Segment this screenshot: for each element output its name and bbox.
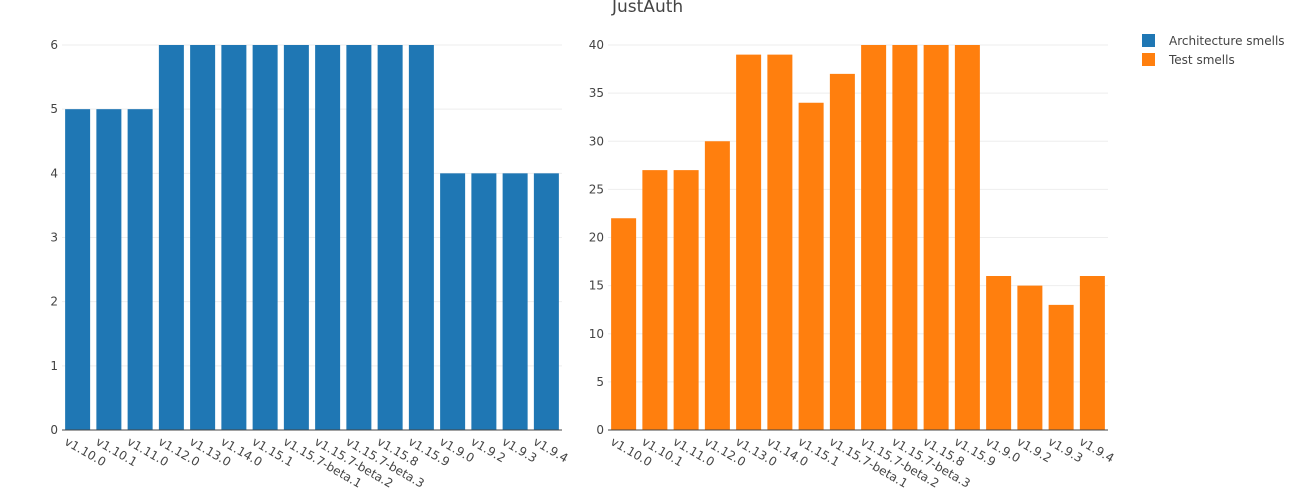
bar-v1.15.7-beta.3: [892, 45, 918, 430]
y-tick-label: 40: [589, 38, 604, 52]
subplot-2: 0510152025303540v1.10.0v1.10.1v1.11.0v1.…: [589, 38, 1117, 491]
bar-v1.15.9: [408, 45, 434, 430]
bar-v1.9.2: [1017, 285, 1043, 430]
bar-v1.13.0: [190, 45, 216, 430]
bar-v1.13.0: [736, 54, 762, 430]
subplot-1: 0123456v1.10.0v1.10.1v1.11.0v1.12.0v1.13…: [50, 38, 570, 491]
bar-v1.15.1: [252, 45, 278, 430]
bar-v1.11.0: [127, 109, 153, 431]
y-tick-label: 20: [589, 231, 604, 245]
bar-v1.9.0: [986, 276, 1012, 430]
y-tick-label: 15: [589, 279, 604, 293]
y-tick-label: 3: [50, 231, 58, 245]
legend-swatch: [1142, 34, 1155, 47]
y-tick-label: 35: [589, 86, 604, 100]
bar-v1.15.8: [923, 45, 949, 430]
bar-v1.15.1: [798, 102, 824, 430]
bar-v1.9.0: [440, 173, 466, 431]
bar-v1.10.0: [611, 218, 637, 430]
legend-item[interactable]: Architecture smells: [1142, 31, 1285, 50]
y-tick-label: 2: [50, 295, 58, 309]
legend[interactable]: Architecture smells Test smells: [1142, 31, 1285, 69]
bar-v1.15.7-beta.1: [829, 73, 855, 430]
bar-v1.15.9: [954, 45, 980, 430]
bar-v1.14.0: [221, 45, 247, 430]
bar-v1.9.4: [1079, 276, 1105, 430]
bar-v1.12.0: [158, 45, 184, 430]
y-tick-label: 1: [50, 359, 58, 373]
bar-v1.15.7-beta.3: [346, 45, 372, 430]
bar-v1.15.7-beta.2: [315, 45, 341, 430]
bar-v1.14.0: [767, 54, 793, 430]
legend-label: Architecture smells: [1169, 33, 1285, 48]
legend-label: Test smells: [1169, 52, 1235, 67]
x-tick-label: v1.9.3: [500, 434, 540, 465]
x-tick-label: v1.9.4: [1077, 434, 1117, 465]
y-tick-label: 10: [589, 327, 604, 341]
bar-v1.10.0: [65, 109, 91, 431]
bar-v1.15.7-beta.1: [283, 45, 309, 430]
y-tick-label: 6: [50, 38, 58, 52]
bar-v1.9.4: [533, 173, 559, 431]
x-tick-label: v1.9.4: [531, 434, 571, 465]
x-tick-label: v1.9.2: [468, 434, 508, 465]
y-tick-label: 30: [589, 134, 604, 148]
y-tick-label: 5: [50, 102, 58, 116]
y-tick-label: 5: [596, 375, 604, 389]
bar-v1.11.0: [673, 170, 699, 430]
legend-item[interactable]: Test smells: [1142, 50, 1285, 69]
chart-title: JustAuth: [612, 0, 684, 17]
x-tick-label: v1.9.2: [1014, 434, 1054, 465]
y-tick-label: 0: [596, 423, 604, 437]
y-tick-label: 0: [50, 423, 58, 437]
bar-v1.9.3: [502, 173, 528, 431]
bar-v1.9.2: [471, 173, 497, 431]
legend-swatch: [1142, 53, 1155, 66]
y-tick-label: 4: [50, 166, 58, 180]
bar-v1.10.1: [642, 170, 668, 430]
bar-v1.9.3: [1048, 304, 1074, 430]
bar-v1.15.7-beta.2: [861, 45, 887, 430]
y-tick-label: 25: [589, 182, 604, 196]
x-tick-label: v1.9.3: [1046, 434, 1086, 465]
bar-v1.12.0: [704, 141, 730, 430]
bar-v1.10.1: [96, 109, 122, 431]
bar-v1.15.8: [377, 45, 403, 430]
